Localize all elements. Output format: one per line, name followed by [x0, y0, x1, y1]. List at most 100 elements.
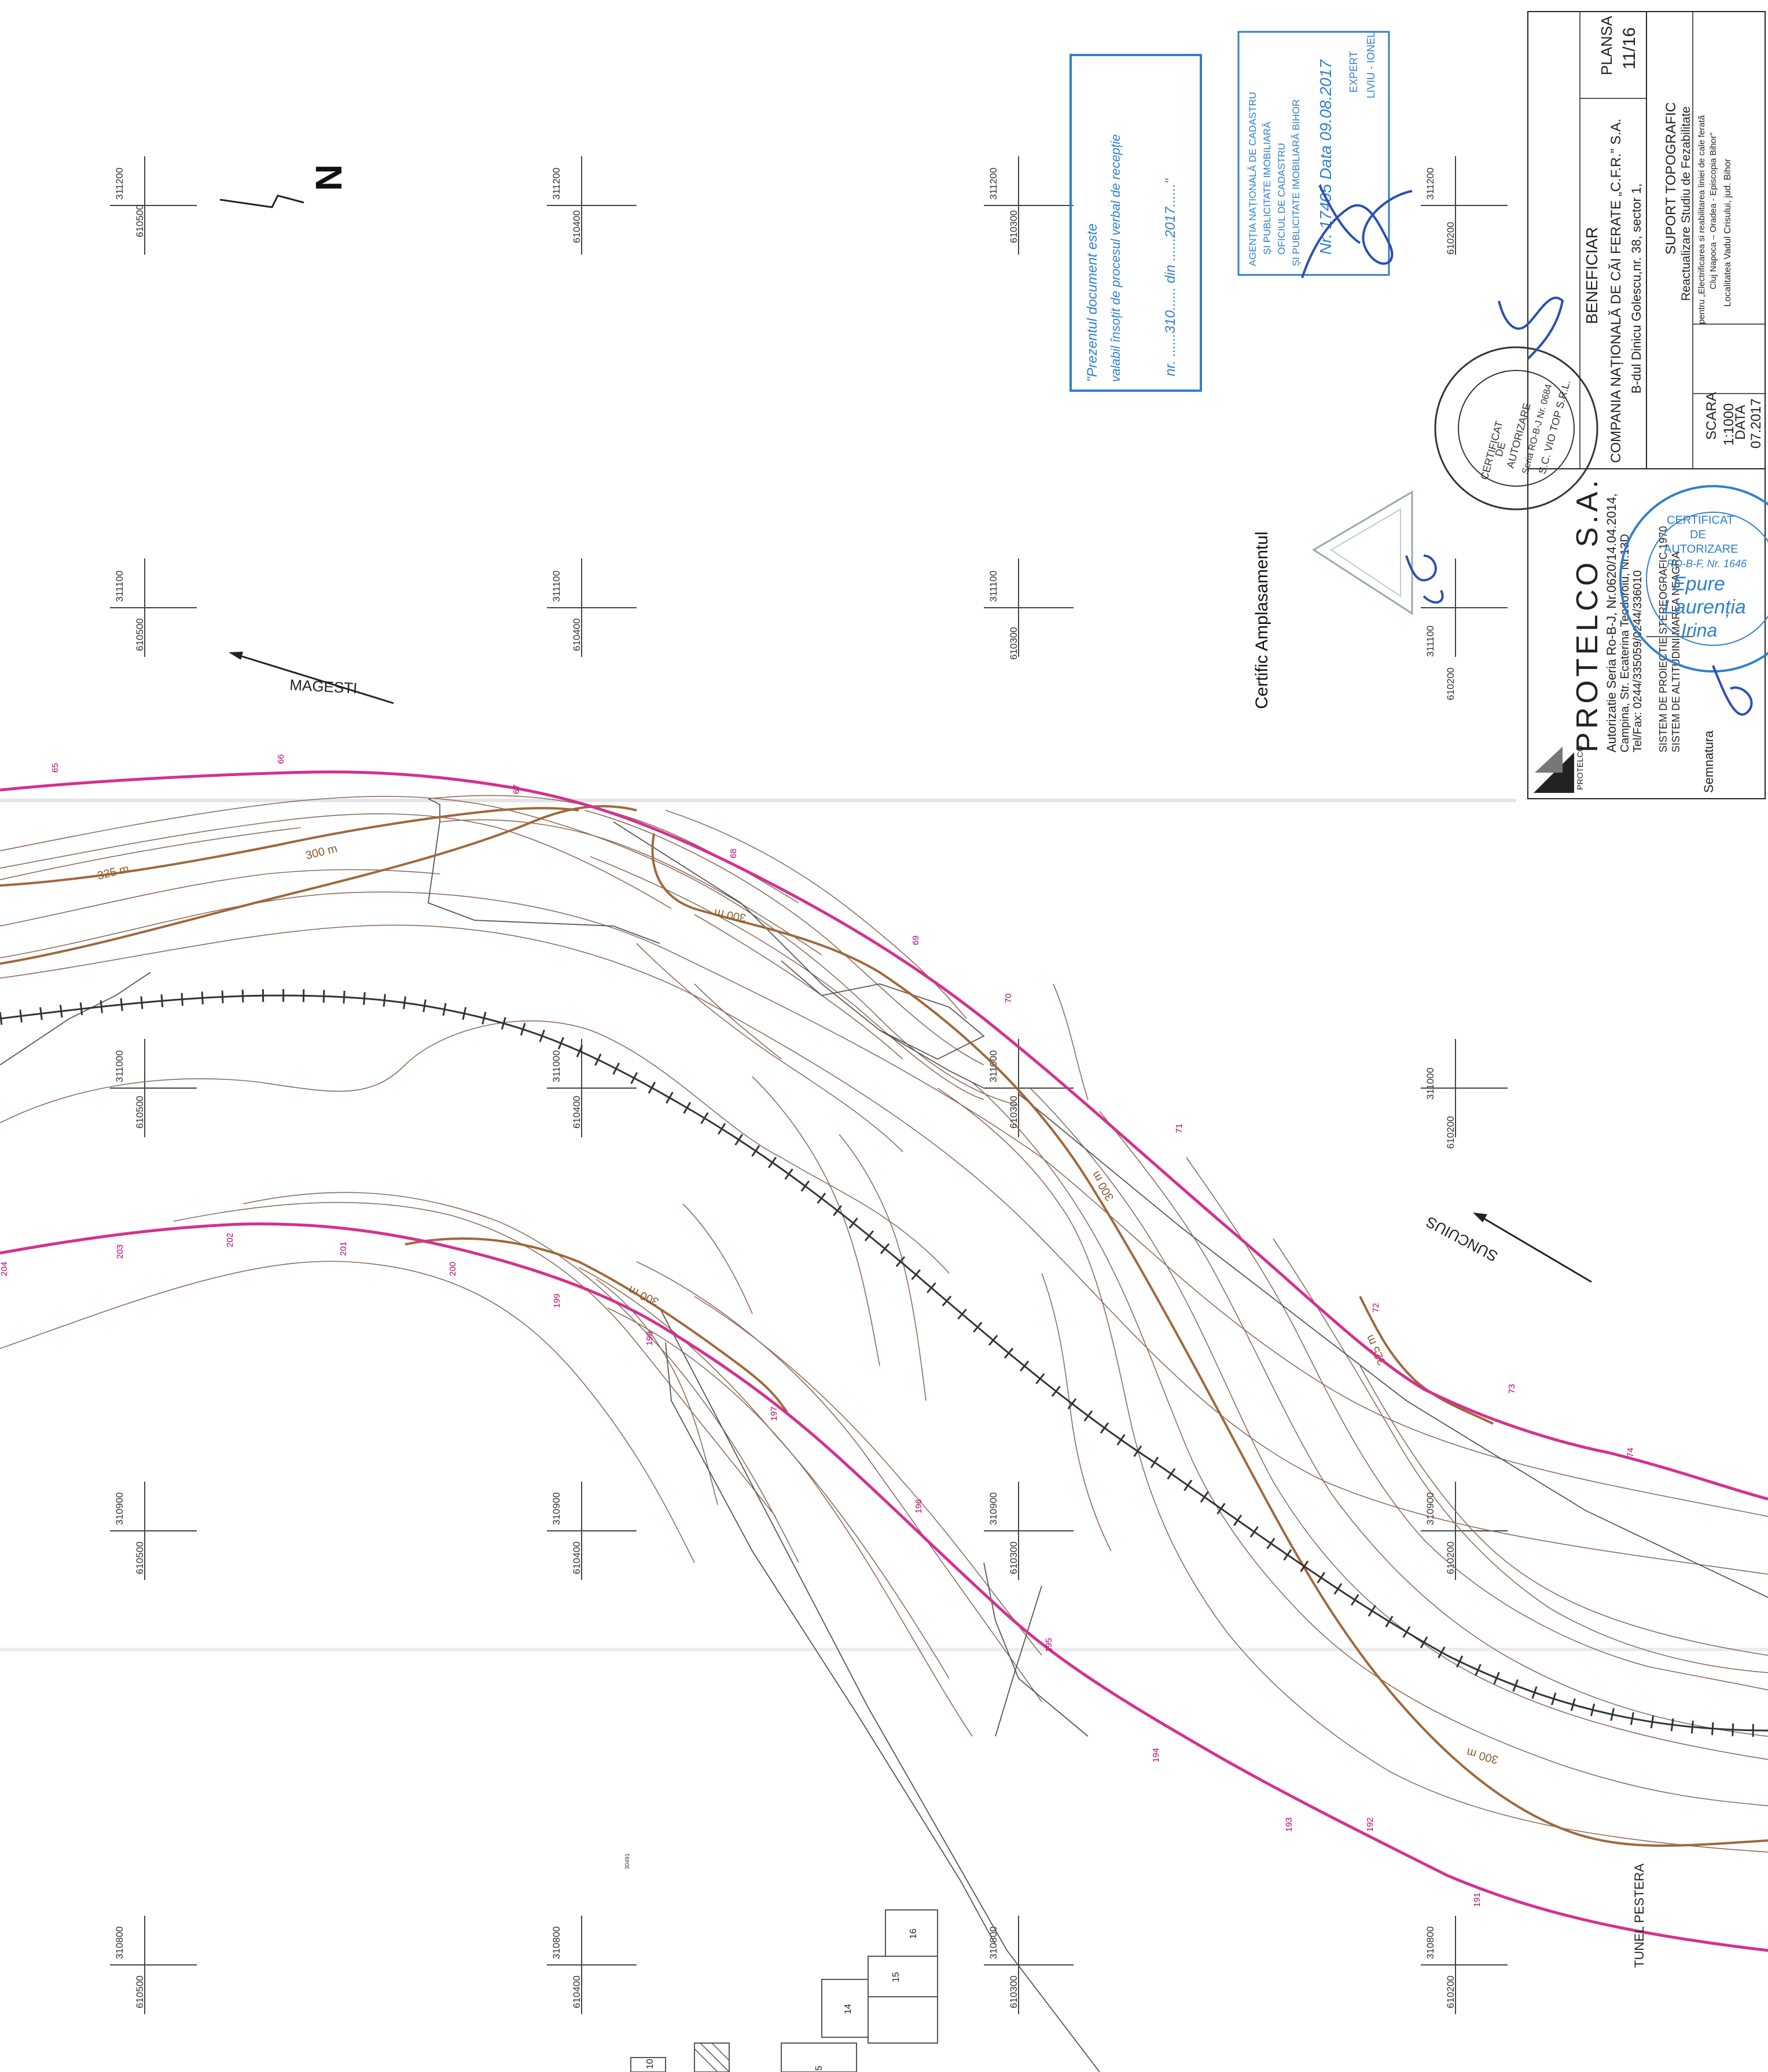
grid-x-label: 311200: [114, 168, 125, 200]
svg-text:66: 66: [276, 754, 286, 764]
grid-y-label: 610200: [1445, 1541, 1456, 1574]
grid-crosses: [110, 156, 1508, 2014]
svg-text:73: 73: [1507, 1384, 1517, 1394]
svg-text:Irina: Irina: [1681, 620, 1717, 641]
minor-contours: [0, 795, 1768, 1853]
scara-value: 1:1000: [1721, 403, 1737, 446]
project-line: pentru „Electrificarea si reabilitarea l…: [1697, 115, 1707, 324]
svg-text:74: 74: [1626, 1448, 1635, 1457]
svg-text:193: 193: [1284, 1817, 1294, 1832]
handwritten-signature: [1301, 185, 1753, 716]
svg-text:MAGESTI: MAGESTI: [289, 676, 358, 697]
grid-y-label: 610400: [571, 618, 582, 651]
plansa-label: PLANSA: [1598, 16, 1615, 75]
svg-text:69: 69: [911, 935, 921, 945]
property-boundaries: [0, 770, 1768, 1952]
railway-line: [0, 989, 1768, 1737]
grid-y-label: 610300: [1008, 1975, 1019, 2008]
grid-x-label: 310800: [114, 1926, 125, 1959]
major-contours: [0, 805, 1768, 1847]
contour-labels: 325 m 300 m 300 m 300 m 300 m 325 m 300 …: [96, 842, 1499, 1766]
north-arrow-icon: N: [219, 164, 350, 208]
triangle-stamp: [1312, 490, 1413, 615]
boundary-point-labels: 65 66 67 68 69 70 71 72 73 74 204 203 20…: [0, 754, 1635, 1907]
project-line: Reactualizare Studiu de Fezabilitate: [1679, 106, 1693, 301]
svg-text:200: 200: [448, 1262, 458, 1276]
boundary-lines: [0, 798, 1768, 2072]
parcel-labels: 16 15 14 10 5: [645, 1928, 918, 2071]
grid-y-label: 610400: [571, 210, 582, 243]
svg-text:"Prezentul document este: "Prezentul document este: [1085, 223, 1100, 382]
svg-text:197: 197: [769, 1406, 779, 1421]
grid-y-label: 610500: [134, 618, 145, 651]
svg-text:nr. ......310...... din ......: nr. ......310...... din ......2017......…: [1163, 178, 1178, 376]
semnatura-label: Semnatura: [1701, 730, 1716, 793]
grid-x-label: 311000: [114, 1050, 125, 1082]
svg-text:67: 67: [512, 784, 521, 794]
svg-text:70: 70: [1004, 993, 1013, 1003]
grid-y-label: 610300: [1008, 1541, 1019, 1574]
grid-x-label: 311200: [988, 168, 999, 200]
grid-y-label: 610200: [1445, 222, 1456, 255]
svg-text:EXPERT: EXPERT: [1348, 51, 1359, 93]
svg-text:201: 201: [339, 1241, 348, 1256]
svg-text:ȘI PUBLICITATE IMOBILIARĂ BIHO: ȘI PUBLICITATE IMOBILIARĂ BIHOR: [1291, 100, 1302, 266]
svg-text:PROTELCO: PROTELCO: [1575, 745, 1585, 790]
authorization-round-stamp: CERTIFICAT DE AUTORIZARE RO-B-F, Nr. 164…: [1619, 485, 1768, 673]
grid-y-label: 610300: [1008, 210, 1019, 243]
grid-y-label: 610500: [134, 1975, 145, 2008]
grid-x-label: 310900: [551, 1492, 562, 1525]
grid-y-label: 610200: [1445, 1116, 1456, 1149]
grid-x-label: 311000: [988, 1050, 999, 1082]
grid-x-label: 311200: [1425, 168, 1436, 200]
svg-text:72: 72: [1371, 1303, 1381, 1313]
svg-text:ȘI PUBLICITATE IMOBILIARĂ: ȘI PUBLICITATE IMOBILIARĂ: [1262, 121, 1273, 255]
company-detail: SISTEM DE PROIECTIE STEREOGRAFIC 1970: [1657, 526, 1669, 752]
project-line: Cluj Napoca – Oradea - Episcopia Bihor”: [1708, 133, 1718, 289]
svg-text:OFICIUL DE CADASTRU: OFICIUL DE CADASTRU: [1276, 143, 1287, 255]
svg-text:15: 15: [891, 1972, 901, 1982]
svg-text:68: 68: [729, 848, 738, 858]
svg-text:14: 14: [843, 2004, 853, 2014]
grid-labels: 311200 610500 311200 610400 311200 61030…: [114, 168, 1456, 2008]
project-title: SUPORT TOPOGRAFIC: [1663, 102, 1679, 255]
suncuius-direction: SUNCUIUS: [1423, 1213, 1592, 1283]
small-map-label: 30491: [624, 1853, 631, 1869]
svg-text:196: 196: [914, 1499, 924, 1513]
beneficiar-label: BENEFICIAR: [1583, 227, 1601, 324]
project-line: Localitatea Vadul Crisului, jud. Bihor: [1723, 158, 1733, 307]
grid-x-label: 311000: [551, 1050, 562, 1082]
ocpi-stamp: AGENȚIA NAȚIONALĂ DE CADASTRU ȘI PUBLICI…: [1237, 31, 1390, 276]
svg-text:RO-B-F, Nr. 1646: RO-B-F, Nr. 1646: [1667, 558, 1747, 570]
svg-text:LIVIU - IONEL: LIVIU - IONEL: [1365, 32, 1377, 98]
svg-text:N: N: [308, 164, 350, 191]
grid-y-label: 610500: [134, 204, 145, 237]
svg-text:DE: DE: [1690, 528, 1706, 541]
svg-text:204: 204: [0, 1262, 9, 1276]
svg-text:192: 192: [1365, 1817, 1375, 1832]
svg-text:203: 203: [115, 1244, 125, 1259]
plansa-value: 11/16: [1620, 27, 1639, 69]
svg-text:Laurenția: Laurenția: [1664, 596, 1746, 618]
svg-text:300 m: 300 m: [304, 842, 339, 862]
grid-x-label: 310800: [988, 1926, 999, 1959]
svg-text:198: 198: [645, 1331, 655, 1346]
svg-text:Epure: Epure: [1673, 573, 1725, 595]
magesti-direction: MAGESTI: [229, 652, 394, 704]
grid-y-label: 610500: [134, 1096, 145, 1129]
grid-y-label: 610500: [134, 1541, 145, 1574]
grid-x-label: 311100: [551, 571, 562, 602]
grid-x-label: 311000: [1425, 1068, 1436, 1100]
company-detail: Tel/Fax: 0244/335059/0244/336010: [1631, 570, 1644, 752]
grid-x-label: 310900: [988, 1492, 999, 1525]
data-value: 07.2017: [1748, 398, 1764, 449]
grid-x-label: 310800: [551, 1926, 562, 1959]
reception-stamp: "Prezentul document este valabil însoțit…: [1069, 54, 1202, 392]
grid-x-label: 310900: [1425, 1492, 1436, 1525]
svg-text:300 m: 300 m: [1089, 1169, 1116, 1203]
grid-x-label: 311100: [988, 571, 999, 602]
svg-text:199: 199: [552, 1294, 562, 1308]
svg-text:65: 65: [50, 763, 60, 773]
tunel-pestera-label: TUNEL PESTERA: [1632, 1864, 1646, 1968]
